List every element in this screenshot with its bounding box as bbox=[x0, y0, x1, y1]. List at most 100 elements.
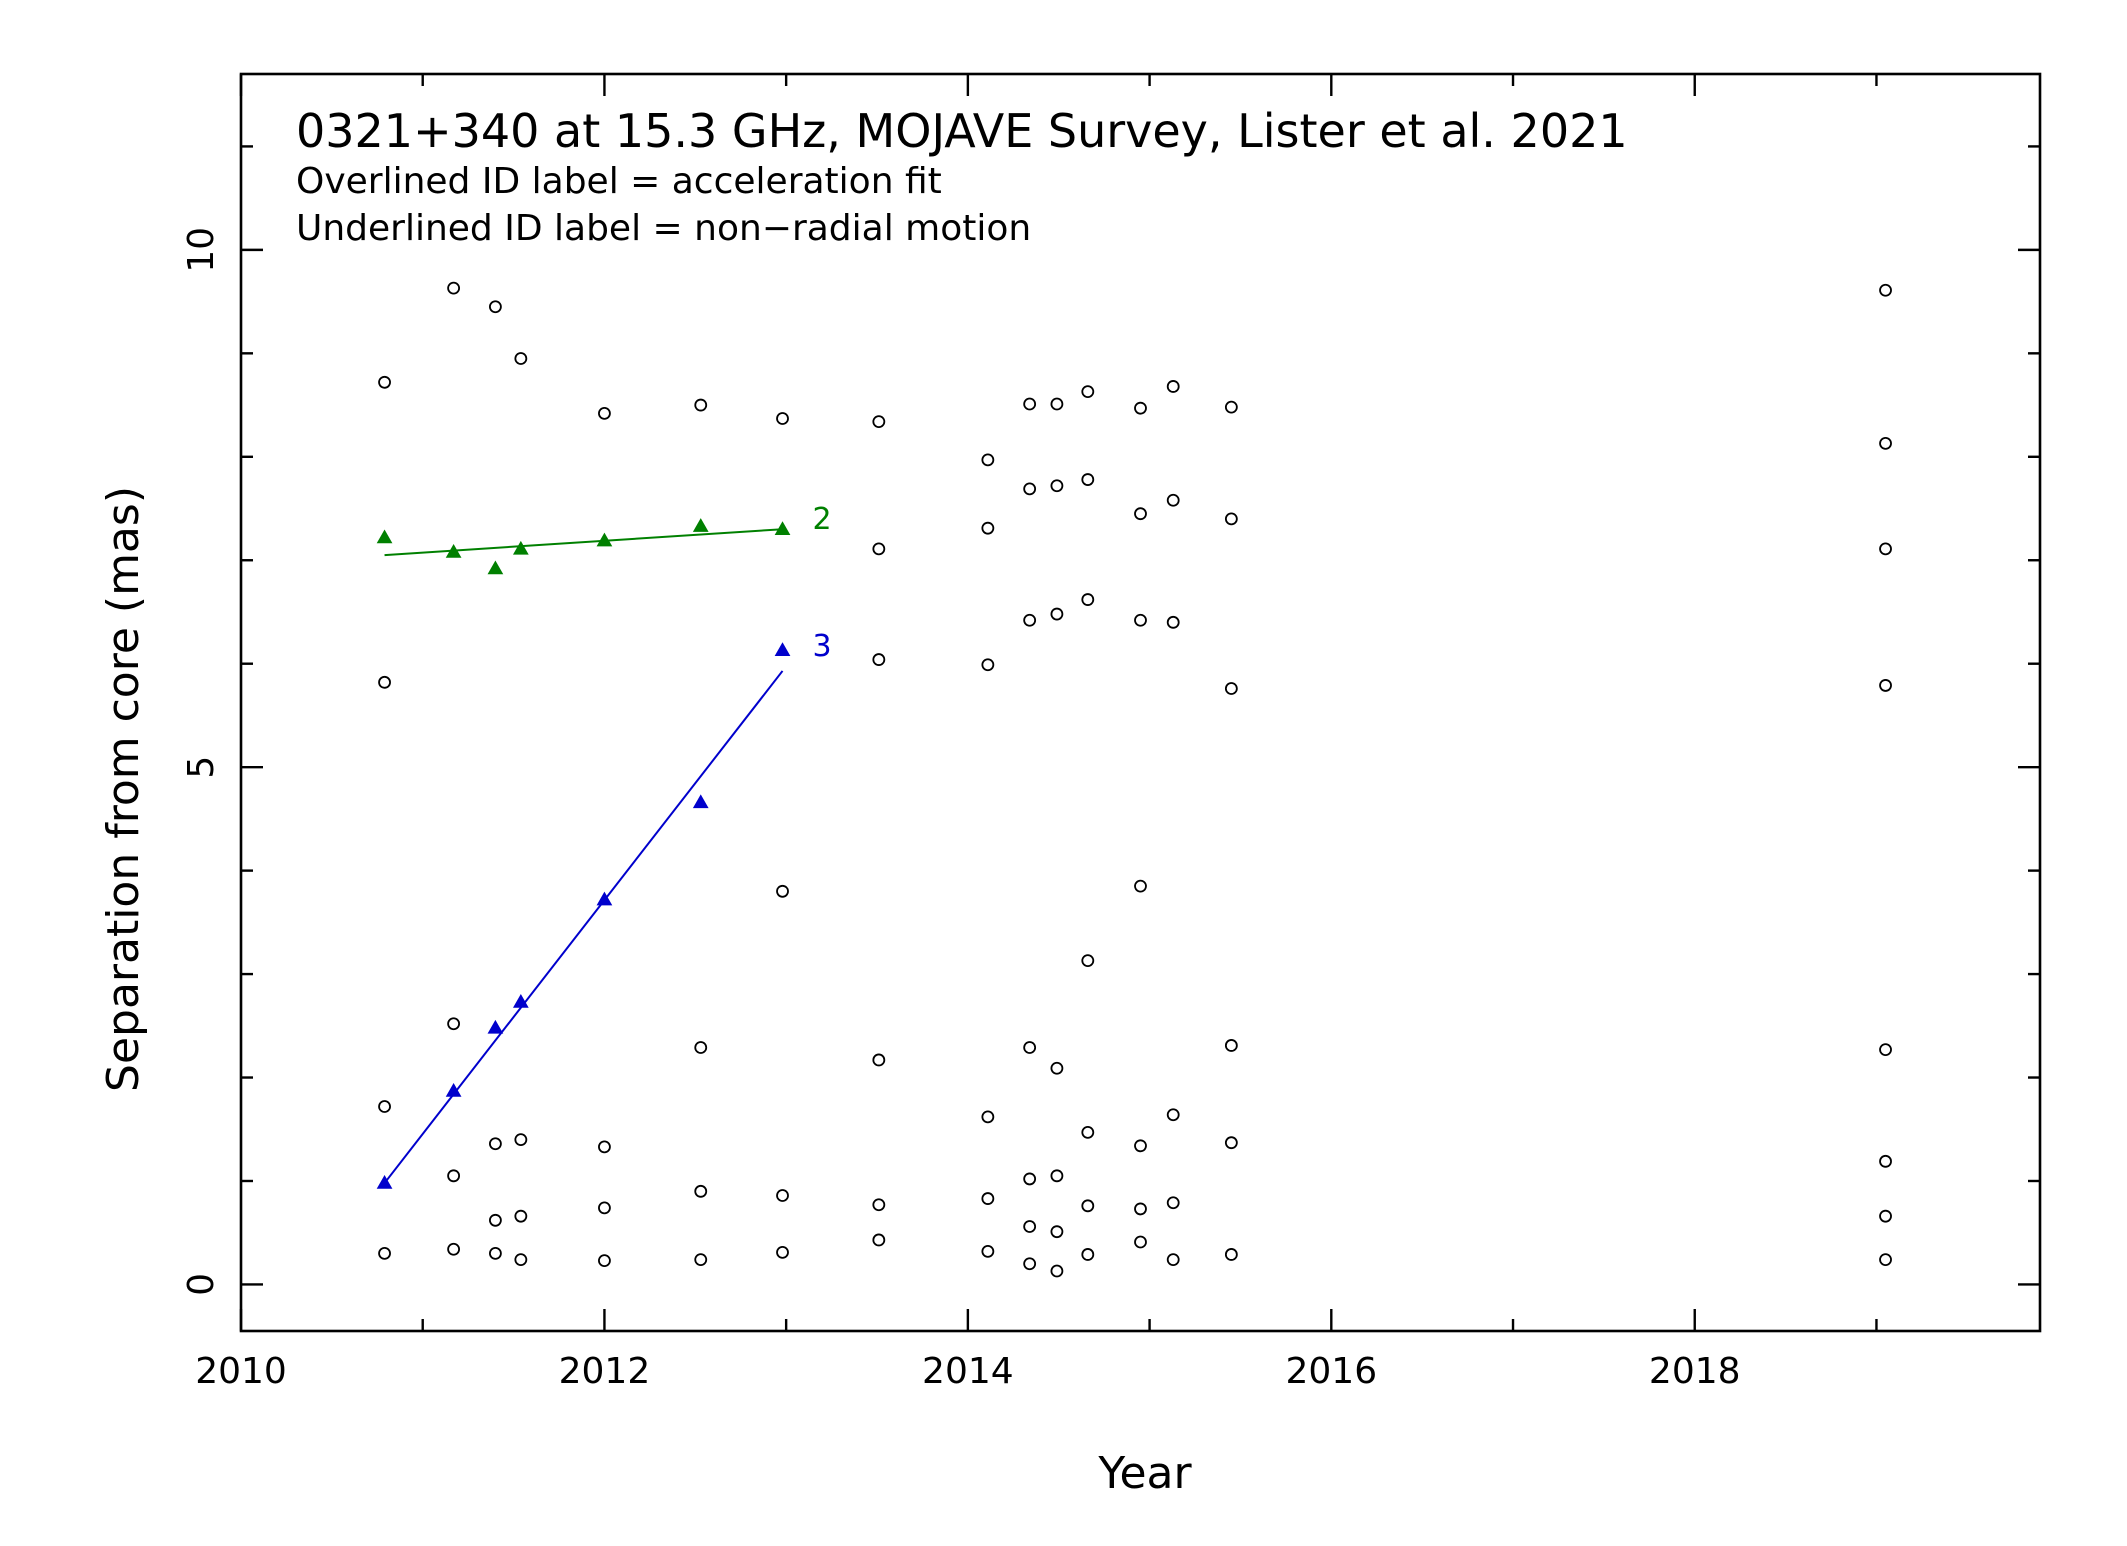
observation-point bbox=[1166, 1196, 1180, 1210]
observation-point bbox=[1023, 397, 1037, 411]
observation-point bbox=[1134, 1235, 1147, 1249]
observation-points bbox=[378, 281, 1892, 1278]
observation-point bbox=[1879, 542, 1892, 556]
observation-point bbox=[447, 1242, 461, 1256]
observation-point bbox=[489, 300, 502, 314]
minor-ticks bbox=[241, 74, 2040, 1331]
observation-point bbox=[1050, 1264, 1064, 1278]
x-tick-label: 2010 bbox=[195, 1351, 287, 1392]
series-group: 23 bbox=[376, 502, 832, 1189]
series-2-point bbox=[445, 543, 462, 558]
observation-point bbox=[1023, 1041, 1037, 1054]
observation-point bbox=[694, 1253, 708, 1267]
series-2-point bbox=[512, 540, 529, 555]
observation-point bbox=[514, 1253, 528, 1267]
y-tick-label: 0 bbox=[181, 1273, 222, 1296]
series-2-fit-line bbox=[384, 528, 783, 557]
observation-point bbox=[1224, 1039, 1238, 1052]
observation-point bbox=[1023, 1257, 1037, 1271]
observation-point bbox=[1134, 1202, 1147, 1216]
observation-point bbox=[776, 412, 789, 425]
series-3: 3 bbox=[376, 629, 832, 1189]
observation-point bbox=[1879, 1209, 1892, 1223]
observation-point bbox=[1023, 613, 1037, 627]
observation-point bbox=[1166, 1108, 1180, 1122]
major-ticks bbox=[239, 74, 2040, 1331]
observation-point bbox=[872, 415, 886, 429]
observation-point bbox=[981, 453, 995, 467]
observation-point bbox=[1166, 1253, 1180, 1267]
observation-point bbox=[1134, 613, 1147, 627]
observation-point bbox=[489, 1213, 502, 1227]
series-3-point bbox=[596, 891, 613, 906]
observation-point bbox=[378, 375, 391, 389]
observation-point bbox=[1050, 1061, 1064, 1075]
y-tick-label: 5 bbox=[181, 756, 222, 779]
observation-point bbox=[447, 281, 461, 295]
observation-point bbox=[1879, 436, 1892, 450]
observation-point bbox=[1166, 615, 1180, 629]
series-2-point bbox=[596, 532, 613, 547]
observation-point bbox=[1081, 1199, 1095, 1213]
observation-point bbox=[694, 1184, 708, 1198]
x-tick-label: 2014 bbox=[922, 1351, 1014, 1392]
observation-point bbox=[1023, 1172, 1037, 1186]
observation-point bbox=[489, 1137, 502, 1151]
observation-point bbox=[1081, 385, 1095, 399]
observation-point bbox=[1879, 1043, 1892, 1056]
observation-point bbox=[598, 1254, 611, 1268]
observation-point bbox=[1879, 679, 1892, 692]
observation-point bbox=[447, 1017, 461, 1031]
observation-point bbox=[1081, 473, 1095, 486]
observation-point bbox=[1023, 482, 1037, 496]
observation-point bbox=[1224, 682, 1238, 695]
observation-point bbox=[981, 1244, 995, 1258]
observation-point bbox=[1224, 1248, 1238, 1261]
observation-point bbox=[981, 658, 995, 672]
observation-point bbox=[1879, 1253, 1892, 1267]
observation-point bbox=[1166, 380, 1180, 393]
observation-point bbox=[489, 1247, 502, 1260]
x-tick-label: 2012 bbox=[559, 1351, 651, 1392]
observation-point bbox=[872, 1233, 886, 1247]
observation-point bbox=[1050, 1169, 1064, 1183]
observation-point bbox=[776, 884, 789, 898]
observation-point bbox=[598, 1140, 611, 1154]
observation-point bbox=[694, 398, 708, 412]
observation-point bbox=[1224, 400, 1238, 414]
series-3-fit-line bbox=[383, 670, 784, 1184]
chart-title: 0321+340 at 15.3 GHz, MOJAVE Survey, Lis… bbox=[296, 104, 1628, 158]
series-2: 2 bbox=[376, 502, 832, 575]
y-axis-title: Separation from core (mas) bbox=[98, 486, 149, 1092]
observation-point bbox=[981, 1192, 995, 1205]
series-3-point bbox=[487, 1019, 504, 1034]
observation-point bbox=[598, 406, 611, 420]
observation-point bbox=[1081, 954, 1095, 968]
observation-point bbox=[378, 675, 391, 689]
observation-point bbox=[1050, 607, 1064, 621]
observation-point bbox=[694, 1041, 708, 1054]
tick-labels: 2010 2012 2014 2016 2018 0 5 10 bbox=[181, 227, 1741, 1392]
observation-point bbox=[1134, 507, 1147, 521]
observation-point bbox=[1224, 512, 1238, 526]
y-tick-label: 10 bbox=[181, 227, 222, 273]
observation-point bbox=[1081, 593, 1095, 606]
observation-point bbox=[1050, 479, 1064, 493]
observation-point bbox=[1081, 1248, 1095, 1261]
observation-point bbox=[598, 1201, 611, 1215]
observation-point bbox=[1050, 1225, 1064, 1239]
series-3-point bbox=[376, 1175, 393, 1189]
observation-point bbox=[872, 1053, 886, 1067]
observation-point bbox=[1081, 1125, 1095, 1139]
plot-axes bbox=[239, 72, 2042, 1333]
plot-frame bbox=[239, 72, 2042, 1333]
observation-point bbox=[776, 1245, 789, 1259]
observation-point bbox=[1134, 1139, 1147, 1153]
observation-point bbox=[1224, 1136, 1238, 1150]
series-3-label: 3 bbox=[813, 629, 832, 664]
observation-point bbox=[1134, 401, 1147, 415]
observation-point bbox=[1023, 1220, 1037, 1233]
series-3-point bbox=[774, 642, 791, 657]
series-2-point bbox=[487, 560, 504, 575]
series-2-point bbox=[692, 518, 709, 532]
